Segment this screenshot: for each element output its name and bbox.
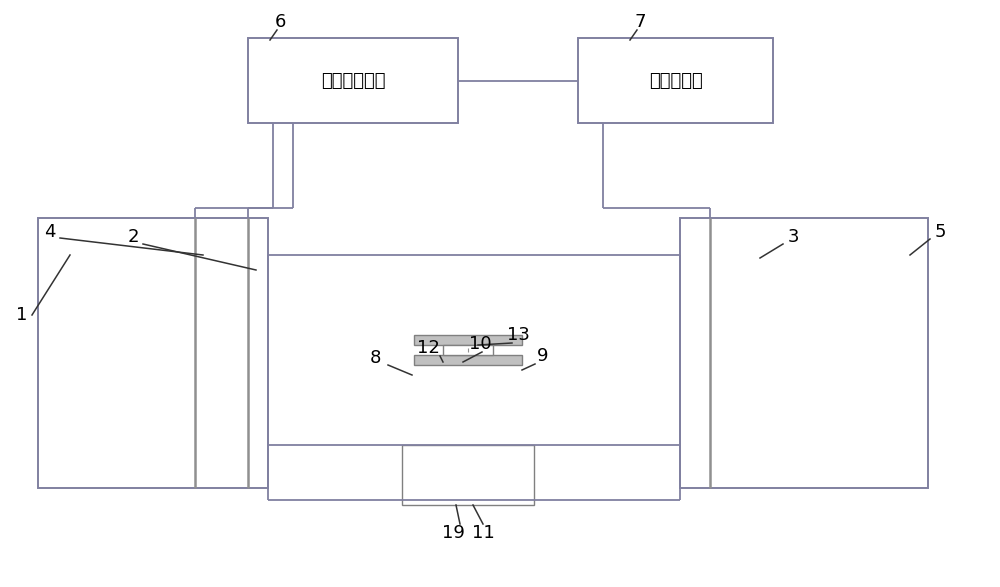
Text: 10: 10	[469, 335, 491, 353]
Text: 信号调理电路: 信号调理电路	[321, 72, 385, 89]
Text: 6: 6	[274, 13, 286, 31]
Bar	[443, 345, 493, 355]
Text: 7: 7	[634, 13, 646, 31]
Bar	[248, 38, 458, 123]
Text: 19: 19	[442, 524, 464, 542]
Bar	[414, 335, 522, 345]
Text: 12: 12	[417, 339, 439, 357]
Bar	[578, 38, 773, 123]
Text: 2: 2	[127, 228, 139, 246]
Text: 1: 1	[16, 306, 28, 324]
Text: 5: 5	[934, 223, 946, 241]
Text: 13: 13	[507, 326, 529, 344]
Text: 11: 11	[472, 524, 494, 542]
Text: 信号处理器: 信号处理器	[649, 72, 702, 89]
Text: 8: 8	[369, 349, 381, 367]
Text: 4: 4	[44, 223, 56, 241]
Bar	[680, 218, 928, 488]
Bar	[402, 445, 534, 505]
Text: 9: 9	[537, 347, 549, 365]
Bar	[414, 355, 522, 365]
Text: 3: 3	[787, 228, 799, 246]
Bar	[38, 218, 268, 488]
